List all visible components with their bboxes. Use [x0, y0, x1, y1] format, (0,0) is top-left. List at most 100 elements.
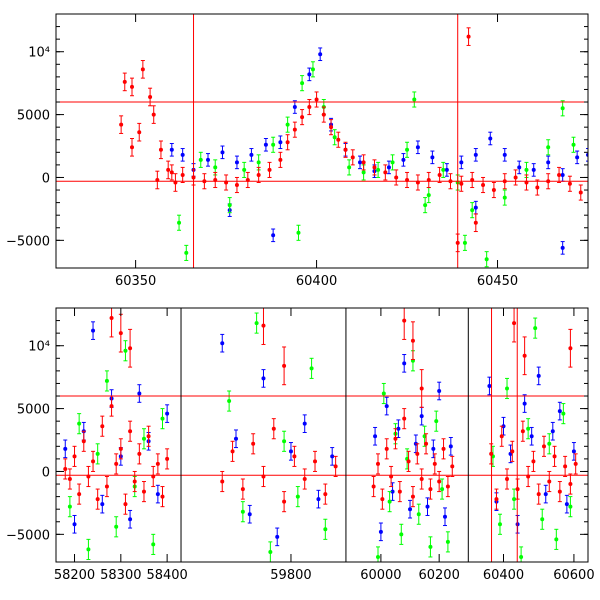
- data-point: [155, 461, 160, 466]
- data-point: [402, 416, 407, 421]
- data-point: [155, 492, 160, 497]
- data-point: [72, 454, 77, 459]
- data-point: [128, 346, 133, 351]
- data-point: [384, 446, 389, 451]
- data-point: [267, 167, 272, 172]
- data-point: [402, 361, 407, 366]
- data-point: [371, 484, 376, 489]
- data-point: [505, 477, 510, 482]
- data-point: [554, 537, 559, 542]
- data-point: [177, 220, 182, 225]
- data-point: [130, 84, 134, 89]
- data-point: [285, 122, 290, 127]
- data-point: [416, 512, 421, 517]
- data-point: [578, 190, 583, 195]
- data-point: [488, 136, 493, 141]
- data-point: [428, 544, 433, 549]
- data-point: [288, 449, 293, 454]
- data-point: [394, 175, 399, 180]
- x-tick-label: 60000: [360, 568, 401, 583]
- data-point: [419, 386, 424, 391]
- data-point: [546, 145, 551, 150]
- data-point: [410, 338, 415, 343]
- data-point: [557, 489, 562, 494]
- data-point: [561, 411, 566, 416]
- data-point: [292, 105, 297, 110]
- data-point: [132, 479, 137, 484]
- data-point: [375, 461, 380, 466]
- data-point: [499, 434, 504, 439]
- data-point: [571, 142, 576, 147]
- data-point: [180, 152, 185, 157]
- data-point: [424, 441, 429, 446]
- data-point: [448, 444, 453, 449]
- data-point: [247, 512, 252, 517]
- data-point: [333, 464, 338, 469]
- data-point: [169, 170, 174, 175]
- data-point: [220, 479, 225, 484]
- series-0: [169, 47, 588, 255]
- data-point: [122, 79, 127, 84]
- data-point: [408, 507, 413, 512]
- x-tick-label: 60350: [115, 274, 156, 289]
- data-point: [137, 391, 142, 396]
- data-point: [307, 105, 312, 110]
- data-point: [213, 165, 218, 170]
- data-point: [376, 167, 381, 172]
- data-point: [240, 509, 245, 514]
- data-point: [251, 441, 256, 446]
- data-point: [198, 157, 203, 162]
- data-point: [513, 175, 518, 180]
- data-point: [361, 160, 366, 165]
- data-point: [109, 316, 114, 321]
- data-point: [415, 145, 420, 150]
- data-point: [402, 318, 407, 323]
- data-point: [128, 517, 133, 522]
- data-point: [271, 142, 276, 147]
- data-point: [160, 416, 165, 421]
- data-point: [77, 492, 82, 497]
- data-point: [151, 112, 156, 117]
- data-point: [441, 446, 446, 451]
- data-point: [206, 157, 210, 162]
- data-point: [158, 147, 163, 152]
- data-point: [459, 181, 464, 186]
- data-point: [512, 497, 517, 502]
- data-point: [399, 532, 404, 537]
- data-point: [540, 517, 545, 522]
- data-point: [437, 172, 442, 177]
- data-point: [100, 502, 105, 507]
- data-point: [375, 554, 380, 559]
- data-point: [547, 441, 552, 446]
- data-point: [309, 366, 314, 371]
- data-point: [347, 165, 352, 170]
- data-point: [575, 155, 580, 160]
- data-point: [300, 115, 305, 120]
- data-point: [440, 487, 445, 492]
- data-point: [141, 436, 146, 441]
- data-point: [552, 454, 557, 459]
- data-point: [104, 484, 109, 489]
- data-point: [271, 233, 276, 238]
- data-point: [220, 341, 225, 346]
- data-point: [314, 97, 319, 102]
- data-point: [330, 454, 335, 459]
- data-point: [383, 170, 388, 175]
- data-point: [184, 250, 189, 255]
- data-point: [405, 147, 410, 152]
- data-point: [381, 391, 386, 396]
- data-point: [536, 373, 541, 378]
- data-point: [166, 167, 171, 172]
- data-point: [282, 439, 287, 444]
- bottom-panel: −5000 0 5000 10⁴ 58200 58300 58400 59800 60000 60…: [6, 307, 595, 583]
- data-point: [541, 444, 546, 449]
- data-point: [502, 152, 507, 157]
- data-point: [502, 195, 507, 200]
- y-tick-label: 5000: [17, 403, 50, 418]
- data-point: [487, 383, 492, 388]
- data-point: [249, 152, 254, 157]
- axes-frame: [55, 307, 589, 563]
- data-point: [491, 188, 496, 193]
- data-point: [568, 346, 573, 351]
- data-point: [445, 539, 450, 544]
